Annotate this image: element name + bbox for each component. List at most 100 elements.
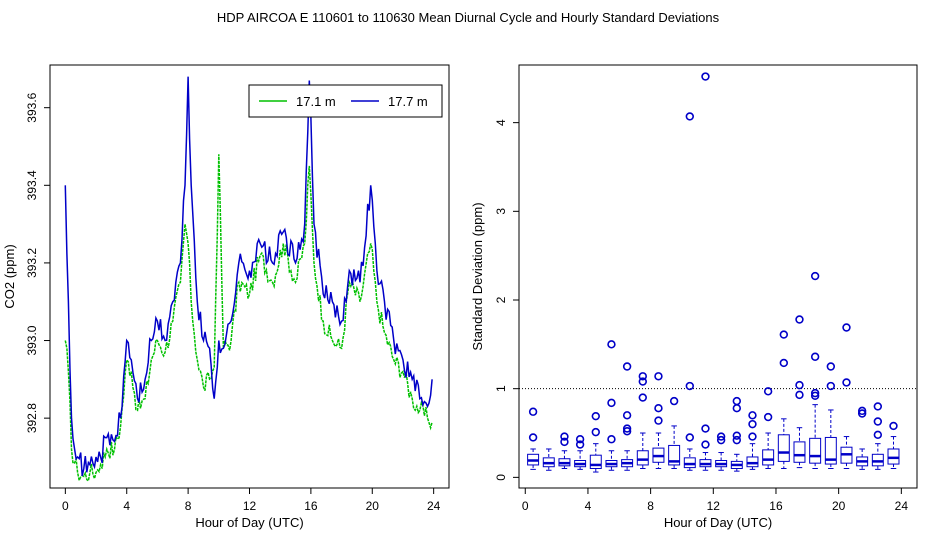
y-tick-label: 2 bbox=[494, 296, 508, 303]
outlier-point bbox=[748, 419, 757, 429]
outlier-point bbox=[560, 437, 569, 447]
x-tick-label: 0 bbox=[522, 499, 529, 513]
outlier-point bbox=[810, 352, 820, 361]
page-title: HDP AIRCOA E 110601 to 110630 Mean Diurn… bbox=[217, 10, 720, 25]
box-hour bbox=[856, 448, 869, 470]
box-hour bbox=[871, 443, 884, 470]
box-hour bbox=[699, 452, 712, 471]
outlier-point bbox=[842, 323, 851, 332]
outlier-point bbox=[685, 381, 694, 391]
outlier-point bbox=[701, 72, 710, 81]
outlier-point bbox=[528, 433, 538, 442]
box-iqr bbox=[824, 436, 837, 465]
outlier-point bbox=[826, 381, 836, 391]
box-iqr bbox=[636, 450, 649, 466]
outlier-point bbox=[795, 380, 804, 390]
outlier-point bbox=[857, 406, 867, 416]
outlier-point bbox=[873, 402, 883, 411]
box-iqr bbox=[746, 456, 759, 468]
x-tick-label: 24 bbox=[427, 499, 441, 513]
box-hour bbox=[668, 425, 681, 469]
plot-frame bbox=[518, 64, 918, 489]
box-hour bbox=[809, 404, 822, 469]
outlier-point bbox=[842, 378, 851, 387]
outlier-point bbox=[638, 393, 647, 402]
legend: 17.1 m 17.7 m bbox=[248, 84, 443, 118]
box-iqr bbox=[589, 454, 602, 469]
legend-label: 17.1 m bbox=[296, 94, 336, 109]
box-iqr bbox=[887, 448, 900, 465]
x-tick-label: 0 bbox=[62, 499, 69, 513]
outlier-point bbox=[795, 315, 804, 324]
series-line-17-1m bbox=[64, 154, 433, 483]
outlier-point bbox=[873, 417, 883, 426]
box-hour bbox=[777, 418, 790, 469]
box-hour bbox=[652, 432, 665, 469]
y-axis-label: Standard Deviation (ppm) bbox=[470, 202, 485, 350]
box-hour bbox=[636, 432, 649, 469]
box-hour bbox=[824, 409, 837, 469]
x-tick-label: 12 bbox=[243, 499, 257, 513]
outlier-point bbox=[607, 398, 616, 408]
box-hour bbox=[527, 448, 540, 470]
y-tick-label: 393.4 bbox=[25, 170, 39, 200]
outlier-point bbox=[857, 409, 867, 418]
box-hour bbox=[589, 443, 602, 473]
x-axis-label: Hour of Day (UTC) bbox=[664, 515, 772, 530]
outlier-point bbox=[795, 390, 804, 400]
box-hour bbox=[840, 436, 853, 469]
outlier-point bbox=[701, 440, 710, 449]
y-tick-label: 393.2 bbox=[25, 248, 39, 278]
box-hour bbox=[715, 452, 728, 471]
box-hour bbox=[558, 450, 571, 469]
outlier-point bbox=[748, 411, 757, 420]
outlier-point bbox=[622, 427, 632, 436]
outlier-point bbox=[591, 411, 600, 421]
box-hour bbox=[887, 436, 900, 469]
x-tick-label: 12 bbox=[707, 499, 721, 513]
outlier-point bbox=[889, 421, 898, 431]
series-line-17-7m bbox=[64, 76, 433, 477]
outlier-point bbox=[528, 407, 538, 416]
left-chart-co2-diurnal: 0 4 8 12 16 20 24 392.8 393.0 393.2 393.4 393.6 Hour… bbox=[2, 64, 450, 530]
outlier-point bbox=[779, 330, 789, 339]
y-axis-label: CO2 (ppm) bbox=[2, 244, 17, 308]
x-tick-label: 16 bbox=[769, 499, 783, 513]
x-tick-label: 8 bbox=[647, 499, 654, 513]
y-tick-label: 4 bbox=[494, 119, 508, 126]
outlier-point bbox=[575, 440, 585, 449]
outlier-point bbox=[763, 387, 773, 396]
legend-label: 17.7 m bbox=[388, 94, 428, 109]
x-tick-label: 24 bbox=[895, 499, 909, 513]
outlier-point bbox=[732, 435, 742, 445]
box-iqr bbox=[668, 444, 681, 466]
outlier-point bbox=[701, 424, 710, 433]
outlier-point bbox=[654, 403, 663, 413]
box-iqr bbox=[762, 449, 775, 466]
outlier-point bbox=[716, 432, 726, 441]
outlier-point bbox=[779, 358, 789, 368]
y-tick-label: 3 bbox=[494, 208, 508, 215]
outlier-point bbox=[607, 340, 616, 349]
y-tick-label: 0 bbox=[494, 474, 508, 481]
x-tick-label: 4 bbox=[123, 499, 130, 513]
x-tick-label: 16 bbox=[304, 499, 318, 513]
y-tick-label: 393.6 bbox=[25, 92, 39, 122]
box-hour bbox=[730, 453, 743, 472]
outlier-point bbox=[732, 403, 742, 413]
box-iqr bbox=[809, 437, 822, 464]
box-hour bbox=[762, 432, 775, 469]
outlier-point bbox=[622, 411, 632, 420]
y-tick-label: 1 bbox=[494, 385, 508, 392]
outlier-point bbox=[748, 432, 757, 441]
outlier-point bbox=[622, 424, 632, 433]
outlier-point bbox=[716, 435, 726, 445]
outlier-point bbox=[685, 433, 694, 442]
outlier-point bbox=[685, 112, 694, 121]
outlier-point bbox=[732, 396, 742, 406]
x-tick-label: 20 bbox=[366, 499, 380, 513]
outlier-point bbox=[575, 435, 585, 444]
box-hour bbox=[746, 443, 759, 470]
